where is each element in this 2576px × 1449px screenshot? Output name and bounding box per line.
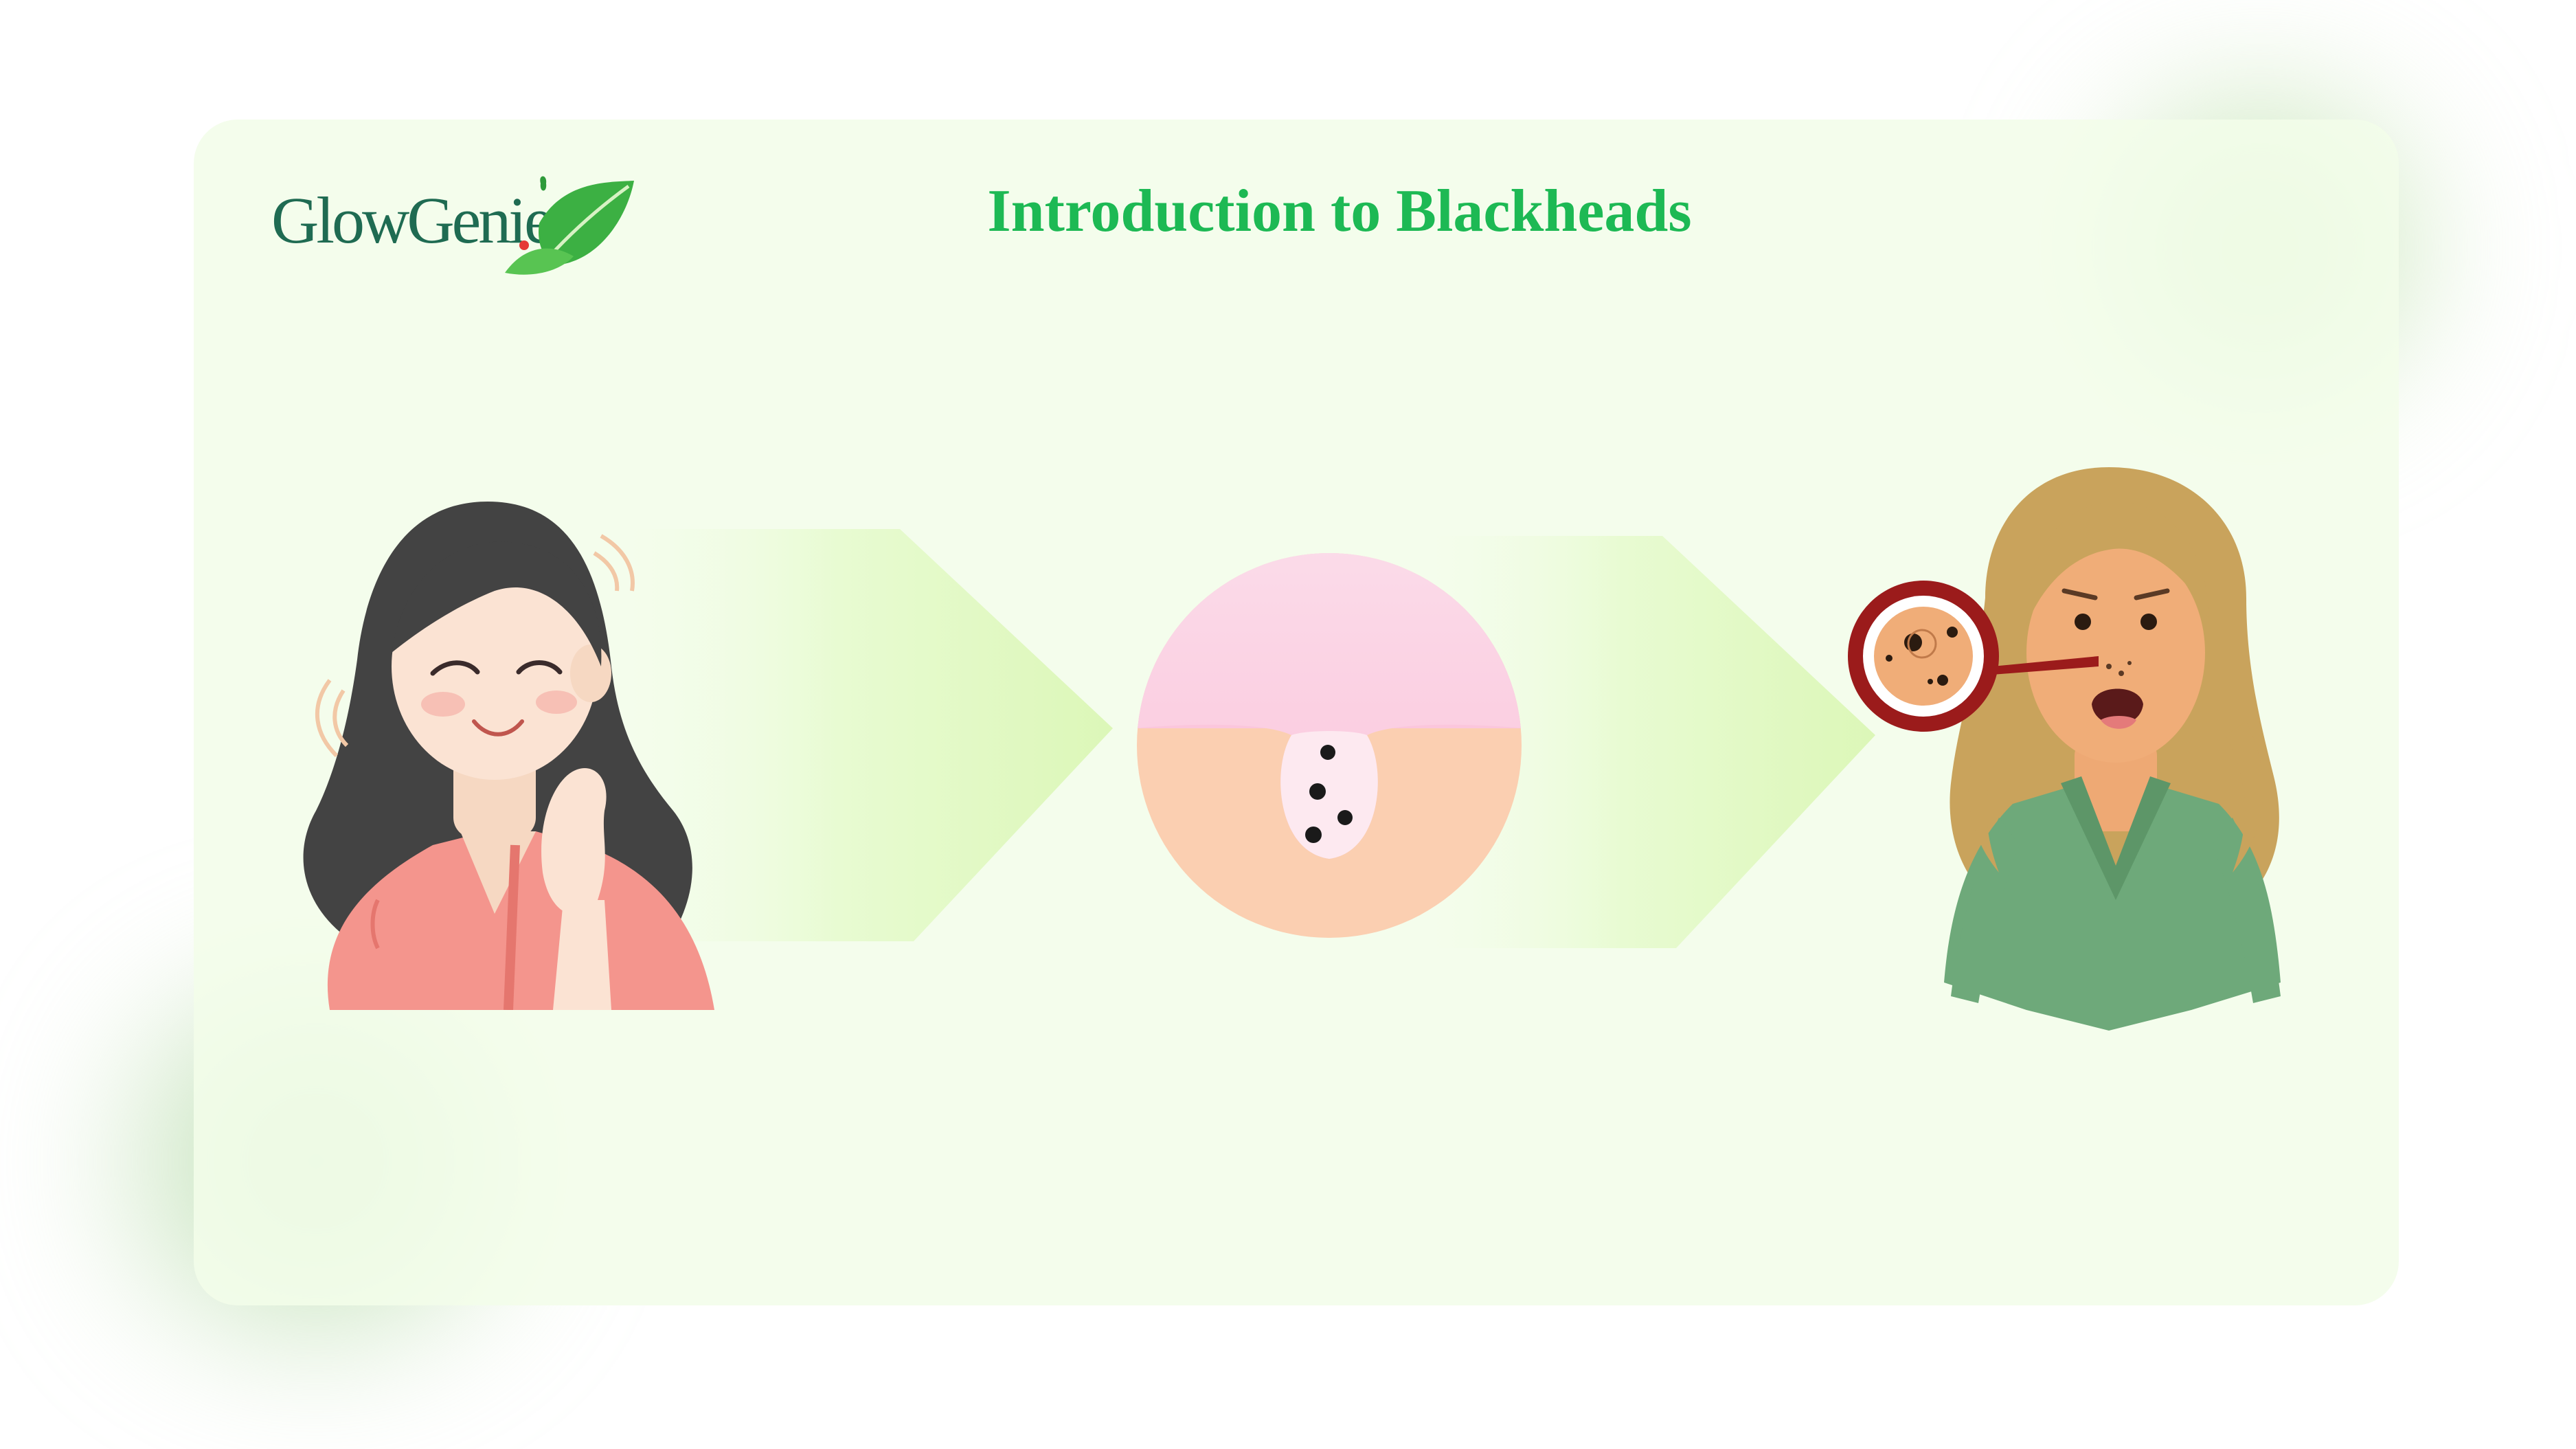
brand-logo: GlowGenie [271, 175, 642, 278]
step-arrow-1 [611, 529, 1113, 941]
page-title: Introduction to Blackheads [987, 178, 1692, 245]
brand-name: GlowGenie [271, 183, 554, 257]
leaf-icon [505, 176, 634, 275]
shocked-woman-illustration [1848, 467, 2281, 1031]
happy-woman-illustration [303, 502, 714, 1010]
blackhead-dot [1305, 827, 1322, 843]
blackhead-dot [1309, 783, 1326, 800]
blackhead-pore-diagram [1137, 553, 1522, 938]
blackhead-dot [1320, 745, 1335, 760]
blackhead-dot [1337, 810, 1353, 825]
step-arrow-2 [1415, 536, 1875, 948]
